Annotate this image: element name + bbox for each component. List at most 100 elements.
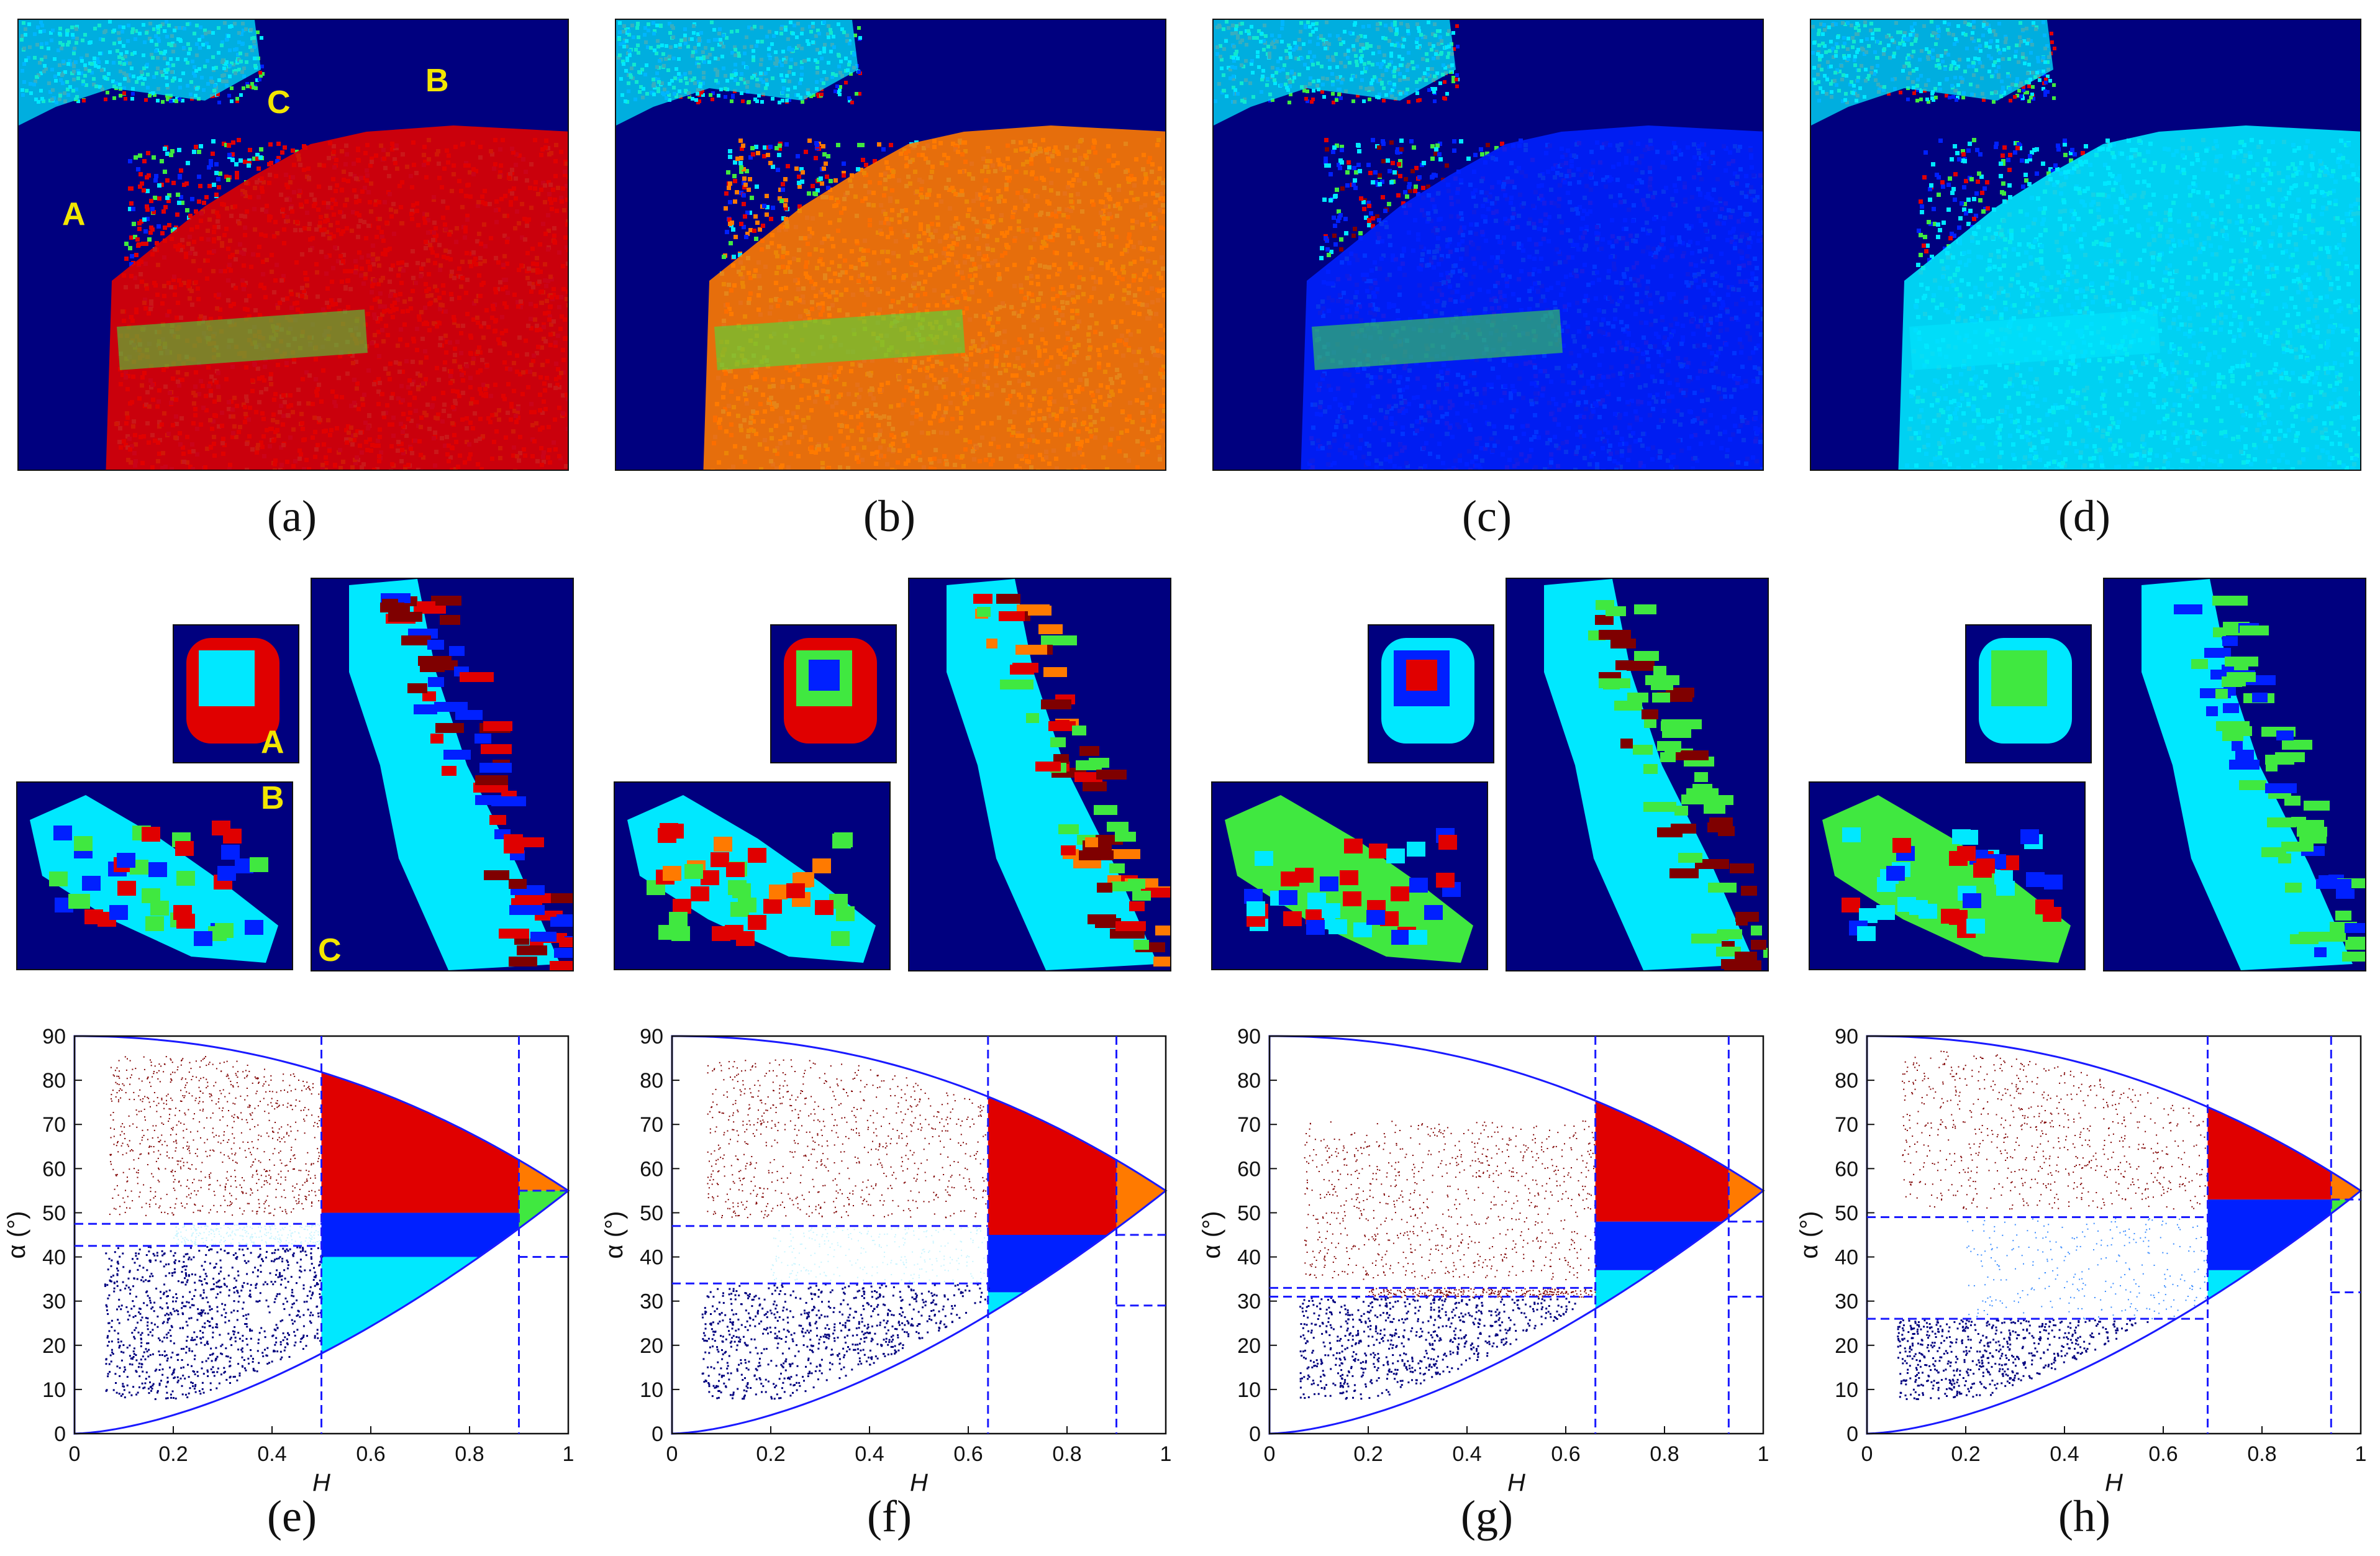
inset-c [2103, 578, 2366, 971]
zone-mid-mid [321, 1212, 519, 1257]
feasible-boundary [671, 1035, 1168, 1435]
y-axis-label: α (°) [1198, 1211, 1225, 1259]
plot-h: 0 10 20 30 40 50 60 70 80 90 0 0.2 0.4 0.6 0.8 1 Hα (°) [1796, 1025, 2366, 1496]
x-axis-label: H [910, 1469, 928, 1496]
ytick-label: 80 [1237, 1069, 1261, 1093]
map-b [615, 19, 1166, 471]
park-strip [1909, 309, 2160, 370]
x-axis-label: H [2105, 1469, 2123, 1496]
caption-e: (e) [267, 1491, 317, 1541]
plot-f: 0 10 20 30 40 50 60 70 80 90 0 0.2 0.4 0.6 0.8 1 Hα (°) [601, 1025, 1172, 1496]
zone-mid-high [1595, 1036, 1729, 1222]
ytick-label: 20 [1835, 1334, 1858, 1358]
feasible-boundary [1268, 1035, 1765, 1435]
xtick-label: 0.4 [2050, 1442, 2079, 1466]
region-label-c: C [267, 84, 291, 121]
ytick-label: 0 [1249, 1422, 1261, 1446]
zone-mid-low [2207, 1270, 2332, 1434]
zone-mid-low [321, 1257, 519, 1434]
ytick-label: 80 [42, 1069, 66, 1093]
inset-a [770, 624, 897, 763]
ytick-label: 10 [1237, 1378, 1261, 1402]
xtick-label: 0.8 [455, 1442, 484, 1466]
inset-a [173, 624, 299, 763]
caption-c: (c) [1462, 491, 1512, 541]
axes-frame [1866, 1035, 2362, 1435]
caption-f: (f) [867, 1491, 912, 1541]
park-strip [714, 309, 965, 370]
xtick-label: 0 [1861, 1442, 1873, 1466]
ytick-label: 80 [640, 1069, 663, 1093]
xtick-label: 0.8 [1650, 1442, 1679, 1466]
inset-a [1368, 624, 1494, 763]
ytick-label: 70 [42, 1113, 66, 1137]
inset-label-b: B [261, 780, 284, 816]
ytick-label: 90 [1237, 1025, 1261, 1049]
inset-c [1506, 578, 1769, 971]
north-shore [19, 20, 261, 125]
plot-g: 0 10 20 30 40 50 60 70 80 90 0 0.2 0.4 0.6 0.8 1 Hα (°) [1198, 1025, 1769, 1496]
zone-right-high [1116, 1036, 1166, 1235]
zone-right-high [519, 1036, 568, 1191]
x-axis-label: H [312, 1469, 330, 1496]
ytick-label: 10 [42, 1378, 66, 1402]
land-mass [106, 125, 568, 470]
region-label-a: A [62, 196, 86, 232]
caption-a: (a) [267, 491, 317, 541]
ytick-label: 90 [640, 1025, 663, 1049]
xtick-label: 1 [1758, 1442, 1769, 1466]
zone-fills [988, 1036, 1166, 1434]
xtick-label: 0.2 [158, 1442, 188, 1466]
ytick-label: 30 [1835, 1290, 1858, 1314]
ytick-label: 10 [1835, 1378, 1858, 1402]
ytick-label: 40 [1835, 1246, 1858, 1270]
xtick-label: 0 [69, 1442, 81, 1466]
inset-a-center [809, 660, 840, 691]
inset-a-center [1406, 660, 1437, 691]
ytick-label: 90 [42, 1025, 66, 1049]
ytick-label: 30 [640, 1290, 663, 1314]
zone-right-low [519, 1190, 568, 1434]
xtick-label: 0.6 [356, 1442, 385, 1466]
xtick-label: 0 [1264, 1442, 1276, 1466]
feasible-boundary [73, 1035, 570, 1435]
xtick-label: 0.2 [1951, 1442, 1980, 1466]
zone-mid-low [1595, 1270, 1729, 1434]
ytick-label: 30 [42, 1290, 66, 1314]
ytick-label: 70 [1237, 1113, 1261, 1137]
zone-mid-high [2207, 1036, 2332, 1200]
inset-b [1809, 781, 2086, 970]
axes-frame [1268, 1035, 1765, 1435]
y-axis-label: α (°) [1796, 1211, 1823, 1259]
zone-fills [321, 1036, 568, 1434]
caption-h: (h) [2058, 1491, 2110, 1541]
inset-a-core [1991, 650, 2047, 706]
caption-d: (d) [2058, 491, 2110, 541]
inset-b [1211, 781, 1488, 970]
land-mass [703, 125, 1165, 470]
y-axis-label: α (°) [3, 1211, 30, 1259]
xtick-label: 1 [1160, 1442, 1172, 1466]
xtick-label: 0.8 [2247, 1442, 2276, 1466]
ytick-label: 60 [1237, 1157, 1261, 1181]
inset-c [908, 578, 1171, 971]
xtick-label: 1 [563, 1442, 575, 1466]
ytick-label: 50 [1835, 1201, 1858, 1225]
inset-label-a: A [261, 724, 284, 760]
y-axis-label: α (°) [601, 1211, 628, 1259]
zone-right-low [1728, 1221, 1763, 1434]
xtick-label: 0.4 [1452, 1442, 1481, 1466]
scatter-points [1299, 1120, 1597, 1400]
ytick-label: 20 [42, 1334, 66, 1358]
region-label-b: B [425, 63, 449, 99]
ytick-label: 40 [640, 1246, 663, 1270]
zone-mid-high [988, 1036, 1117, 1235]
ytick-label: 50 [42, 1201, 66, 1225]
land-mass [1898, 125, 2360, 470]
ytick-label: 20 [1237, 1334, 1261, 1358]
xtick-label: 0.4 [257, 1442, 286, 1466]
land-mass [1301, 125, 1763, 470]
inset-c-strip [1544, 579, 1755, 970]
xtick-label: 0.6 [1551, 1442, 1580, 1466]
zone-right-low [2331, 1199, 2361, 1434]
